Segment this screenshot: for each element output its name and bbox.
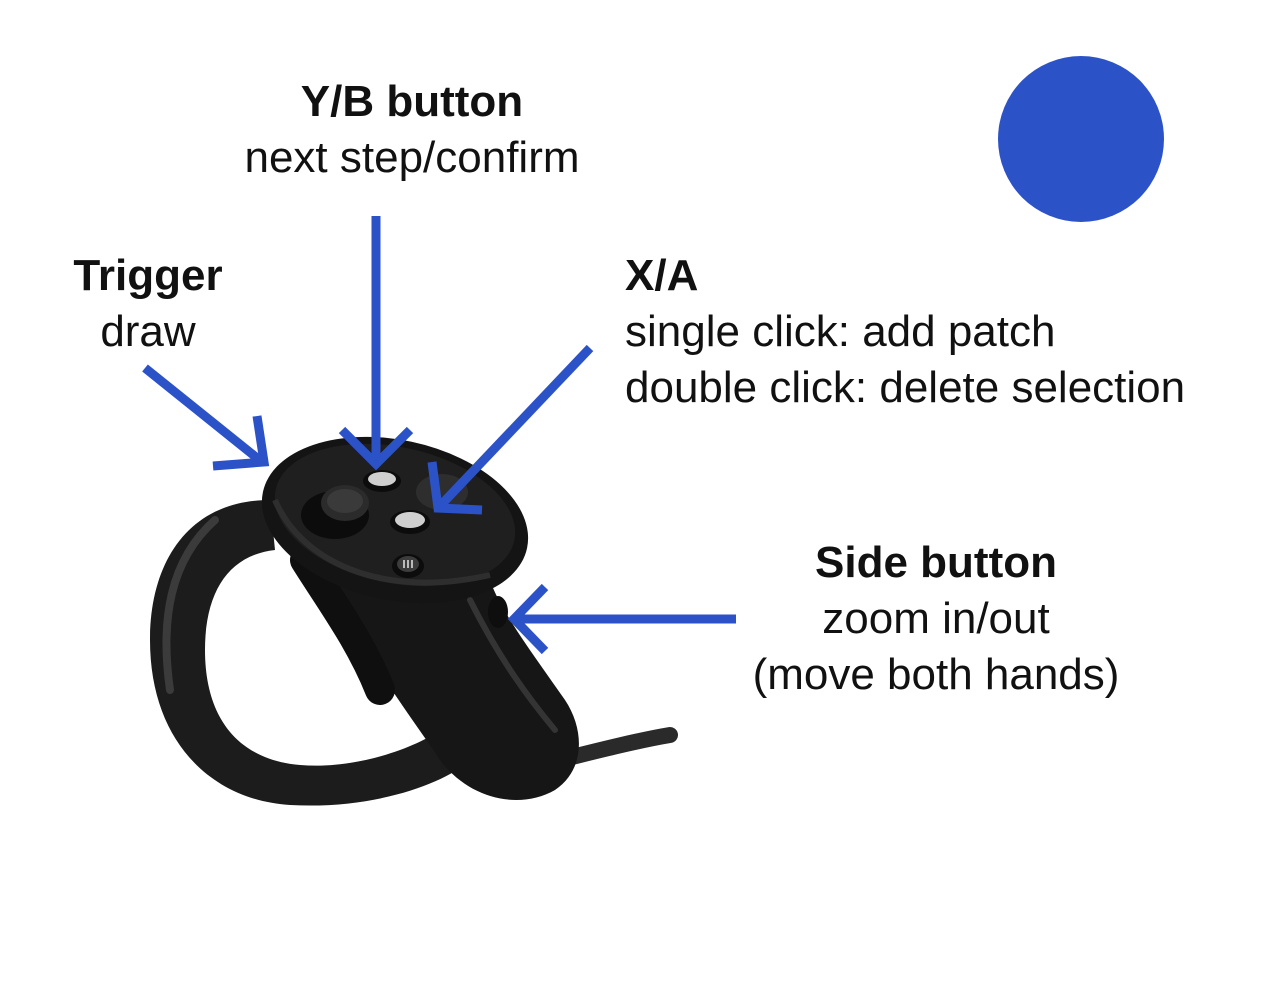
label-trigger: Trigger draw [56,248,240,360]
arrow-xa [427,344,594,515]
arrow-yb [338,216,414,471]
arrow-side [507,583,736,655]
status-dot-icon [998,56,1164,222]
label-xa-button: X/A single click: add patch double click… [625,248,1185,416]
label-side-line1: zoom in/out [822,594,1050,643]
label-yb-desc: next step/confirm [244,133,580,182]
label-side-button: Side button zoom in/out (move both hands… [720,535,1152,703]
arrow-trigger [142,364,270,471]
label-trigger-title: Trigger [73,251,223,300]
label-side-title: Side button [815,538,1057,587]
label-xa-line2: double click: delete selection [625,363,1186,412]
label-xa-line1: single click: add patch [625,307,1056,356]
vr-controller-icon [150,436,678,806]
label-side-line2: (move both hands) [752,650,1120,699]
label-trigger-desc: draw [100,307,196,356]
label-yb-title: Y/B button [300,77,524,126]
label-yb-button: Y/B button next step/confirm [222,74,602,186]
label-xa-title: X/A [625,251,699,300]
